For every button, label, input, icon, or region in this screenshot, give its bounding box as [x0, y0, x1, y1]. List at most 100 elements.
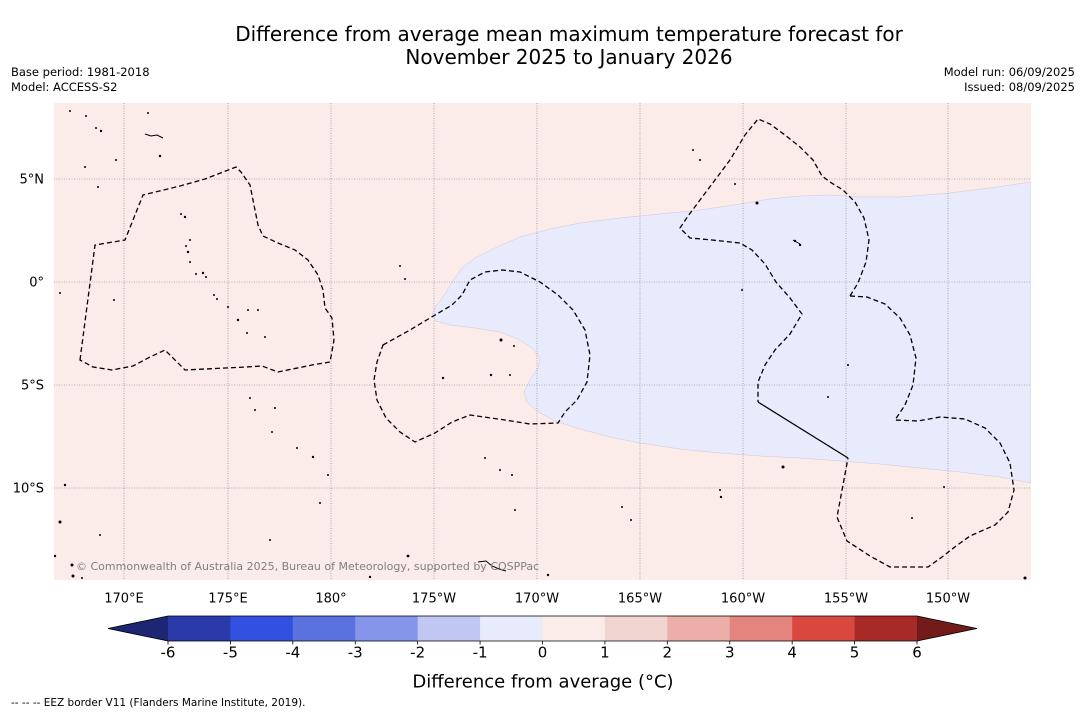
- island: [699, 159, 701, 161]
- island: [59, 292, 61, 294]
- island: [70, 563, 74, 567]
- map-area: © Commonwealth of Australia 2025, Bureau…: [54, 103, 1031, 580]
- island: [514, 509, 516, 511]
- island: [911, 517, 913, 519]
- island: [183, 215, 187, 219]
- island: [227, 306, 229, 308]
- lat-label: 5°N: [20, 173, 45, 188]
- island: [943, 486, 945, 488]
- island: [404, 278, 406, 280]
- lat-label: 0°: [29, 276, 44, 291]
- colorbar-tick-label: -6: [161, 644, 176, 662]
- island: [85, 115, 87, 117]
- island: [1023, 576, 1027, 580]
- eez-border: [836, 295, 1015, 568]
- eez-border: [679, 118, 870, 402]
- island: [327, 474, 329, 476]
- lon-label: 160°W: [721, 592, 765, 607]
- colorbar-segment: [292, 616, 356, 641]
- title-line-2: November 2025 to January 2026: [405, 45, 732, 69]
- colorbar: -6 -5 -4 -3 -2 -1 0 1 2 3 4 5 6 Differen…: [107, 615, 978, 693]
- island: [499, 338, 503, 342]
- colorbar-tick-label: 3: [725, 644, 735, 662]
- islands: [54, 110, 1027, 580]
- island: [489, 373, 493, 377]
- colorbar-segment: [417, 616, 481, 641]
- island: [216, 298, 218, 300]
- title-line-1: Difference from average mean maximum tem…: [235, 22, 903, 46]
- lat-label: 5°S: [21, 379, 44, 394]
- island: [246, 332, 248, 334]
- island: [719, 495, 723, 499]
- island: [441, 376, 445, 380]
- island: [264, 336, 266, 338]
- island: [99, 534, 101, 536]
- island: [236, 318, 240, 322]
- island: [213, 294, 215, 296]
- island: [781, 465, 785, 469]
- colorbar-tick-label: 0: [538, 644, 548, 662]
- island: [406, 554, 410, 558]
- colorbar-tick-label: -4: [285, 644, 300, 662]
- island: [621, 506, 623, 508]
- lat-label: 10°S: [13, 482, 44, 497]
- island: [254, 409, 256, 411]
- graticule: [54, 103, 1031, 580]
- eez-border: [79, 166, 335, 373]
- island: [319, 502, 321, 504]
- island: [511, 474, 513, 476]
- island: [201, 271, 205, 275]
- lon-label: 170°E: [104, 592, 144, 607]
- colorbar-under-triangle: [108, 616, 168, 641]
- island: [158, 154, 162, 158]
- colorbar-segment: [355, 616, 419, 641]
- island: [115, 159, 117, 161]
- island: [180, 213, 182, 215]
- colorbar-segment: [168, 616, 231, 641]
- island: [271, 431, 273, 433]
- island: [95, 127, 97, 129]
- colorbar-segment: [480, 616, 543, 641]
- base-period-text: Base period: 1981-2018: [11, 65, 150, 79]
- island: [257, 309, 259, 311]
- island: [798, 243, 802, 247]
- island: [71, 574, 75, 578]
- longitude-labels: 170°E 175°E 180° 175°W 170°W 165°W 160°W…: [104, 592, 970, 607]
- lon-label: 175°E: [208, 592, 248, 607]
- colorbar-segment: [729, 616, 793, 641]
- island: [274, 407, 276, 409]
- colorbar-segments: [168, 616, 917, 641]
- colorbar-tick-label: 2: [663, 644, 673, 662]
- island: [63, 483, 67, 487]
- colorbar-tick-label: 4: [787, 644, 797, 662]
- island: [793, 239, 797, 243]
- island: [58, 520, 62, 524]
- island: [97, 186, 99, 188]
- island: [54, 554, 57, 558]
- island: [186, 250, 190, 254]
- eez-border: [373, 269, 591, 443]
- island: [144, 133, 164, 139]
- island: [499, 469, 501, 471]
- island: [249, 397, 251, 399]
- island: [477, 560, 507, 572]
- island: [719, 489, 721, 491]
- island: [189, 261, 191, 263]
- island: [546, 573, 550, 577]
- colorbar-segment: [854, 616, 917, 641]
- island: [513, 345, 515, 347]
- island: [113, 299, 115, 301]
- island: [296, 447, 298, 449]
- island: [734, 183, 736, 185]
- issued-text: Issued: 08/09/2025: [964, 80, 1075, 94]
- island: [189, 239, 191, 241]
- lon-label: 170°W: [515, 592, 559, 607]
- colorbar-tick-label: 5: [850, 644, 860, 662]
- colorbar-tick-label: -3: [348, 644, 363, 662]
- island: [741, 289, 743, 291]
- island: [692, 149, 694, 151]
- colorbar-tick-label: 1: [600, 644, 610, 662]
- island: [630, 519, 632, 521]
- model-run-text: Model run: 06/09/2025: [944, 65, 1075, 79]
- island: [185, 245, 187, 247]
